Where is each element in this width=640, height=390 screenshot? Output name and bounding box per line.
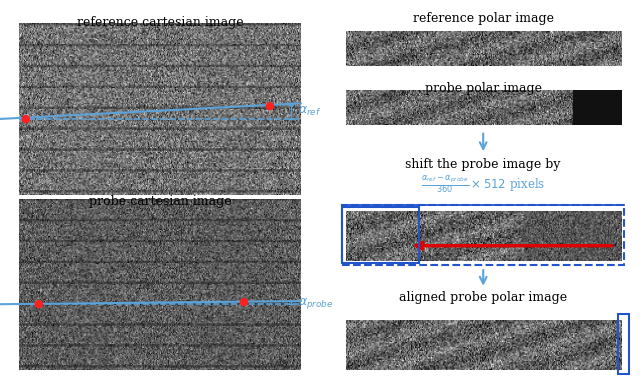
- Text: ●: ●: [264, 100, 274, 110]
- Text: $\alpha_{ref}$: $\alpha_{ref}$: [298, 105, 321, 119]
- Text: reference polar image: reference polar image: [413, 12, 554, 25]
- Text: reference cartesian image: reference cartesian image: [77, 16, 243, 28]
- Text: ●: ●: [33, 299, 44, 309]
- Text: shift the probe image by: shift the probe image by: [406, 158, 561, 171]
- Text: $\frac{\alpha_{ref}-\alpha_{probe}}{360}\times512$ pixels: $\frac{\alpha_{ref}-\alpha_{probe}}{360}…: [421, 174, 545, 195]
- Text: ●: ●: [20, 113, 31, 123]
- Text: probe cartesian image: probe cartesian image: [89, 195, 231, 208]
- Text: ●: ●: [238, 297, 248, 307]
- Text: $\alpha_{probe}$: $\alpha_{probe}$: [298, 296, 333, 311]
- Text: aligned probe polar image: aligned probe polar image: [399, 291, 567, 303]
- Text: probe polar image: probe polar image: [425, 82, 541, 95]
